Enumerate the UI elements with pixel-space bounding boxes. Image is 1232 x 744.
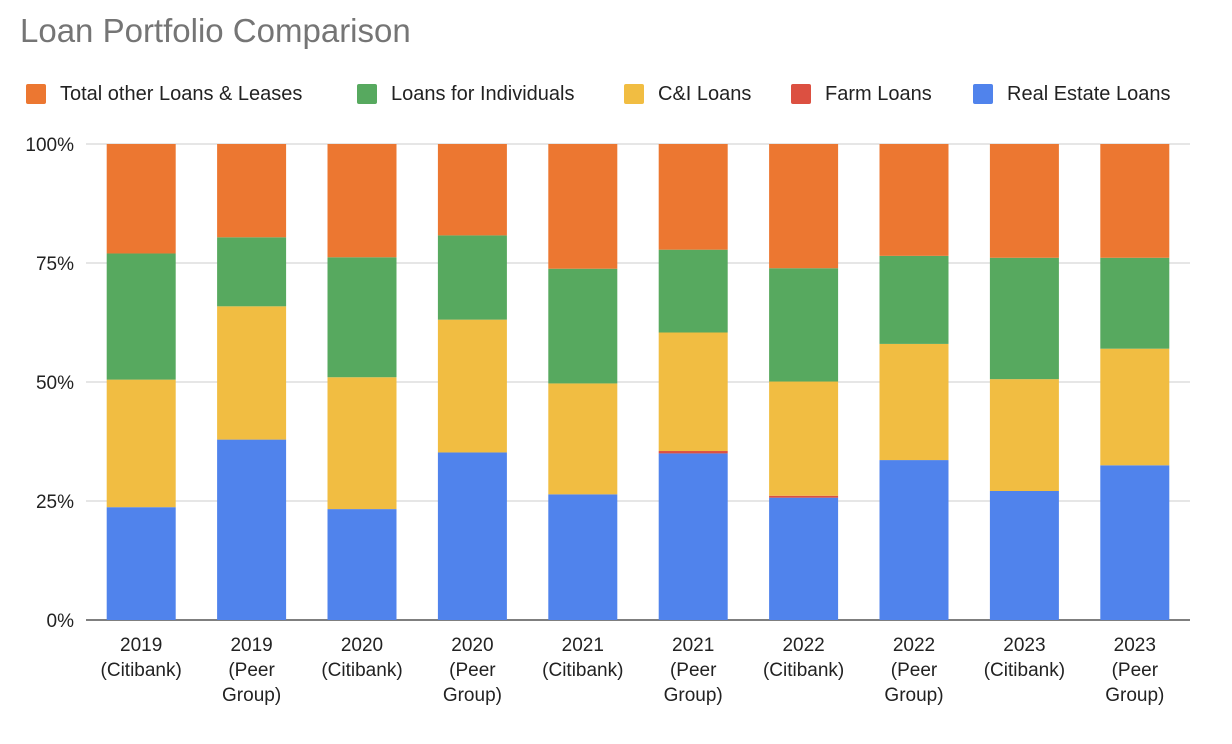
bar-real-estate-loans — [437, 452, 507, 620]
legend-item-farm-loans: Farm Loans — [791, 83, 932, 105]
bar-loans-for-individuals — [106, 253, 176, 380]
bar-loans-for-individuals — [989, 257, 1059, 380]
bar-real-estate-loans — [1100, 465, 1170, 620]
x-tick-label: 2020 (Citibank) — [321, 635, 402, 681]
bar-real-estate-loans — [548, 494, 618, 620]
x-axis-ticks: 2019 (Citibank) 2019 (Peer Group) 2020 (Citiba… — [101, 635, 1165, 706]
x-tick-label: 2022 (Citibank) — [763, 635, 844, 681]
bar-candi-loans — [548, 383, 618, 495]
bar-loans-for-individuals — [769, 268, 839, 382]
bar-candi-loans — [217, 306, 287, 440]
legend-item-total-other-loans-and-leases: Total other Loans & Leases — [26, 83, 302, 105]
bar-candi-loans — [1100, 348, 1170, 466]
x-tick-label: 2019 (Peer Group) — [222, 635, 281, 706]
bar-total-other-loans-and-leases — [658, 144, 728, 250]
bar-loans-for-individuals — [1100, 257, 1170, 349]
legend-label: Farm Loans — [825, 83, 932, 105]
bar-real-estate-loans — [217, 439, 287, 620]
bar-loans-for-individuals — [548, 268, 618, 384]
bar-real-estate-loans — [327, 509, 397, 620]
bar-candi-loans — [989, 379, 1059, 492]
bar-loans-for-individuals — [879, 255, 949, 344]
bar-loans-for-individuals — [437, 235, 507, 320]
bar-candi-loans — [658, 332, 728, 452]
y-axis-ticks: 0% 25% 50% 75% 100% — [25, 135, 74, 632]
bar-real-estate-loans — [769, 497, 839, 620]
legend-swatch — [973, 84, 993, 104]
bar-candi-loans — [769, 381, 839, 496]
y-tick-label: 75% — [36, 254, 74, 275]
legend-item-candi-loans: C&I Loans — [624, 83, 751, 105]
legend-label: Real Estate Loans — [1007, 83, 1170, 105]
bar-total-other-loans-and-leases — [769, 144, 839, 269]
bar-loans-for-individuals — [327, 257, 397, 378]
bar-candi-loans — [327, 377, 397, 510]
legend-label: Loans for Individuals — [391, 83, 574, 105]
bar-candi-loans — [437, 319, 507, 453]
legend-label: C&I Loans — [658, 83, 751, 105]
x-tick-label: 2023 (Peer Group) — [1105, 635, 1164, 706]
bar-total-other-loans-and-leases — [106, 144, 176, 254]
bar-total-other-loans-and-leases — [1100, 144, 1170, 258]
bar-total-other-loans-and-leases — [327, 144, 397, 258]
y-tick-label: 25% — [36, 492, 74, 513]
bar-candi-loans — [106, 379, 176, 508]
x-tick-label: 2023 (Citibank) — [984, 635, 1065, 681]
bar-total-other-loans-and-leases — [548, 144, 618, 269]
x-tick-label: 2019 (Citibank) — [101, 635, 182, 681]
y-tick-label: 50% — [36, 373, 74, 394]
bar-candi-loans — [879, 343, 949, 461]
bar-real-estate-loans — [106, 507, 176, 620]
legend: Total other Loans & Leases Loans for Indi… — [26, 83, 1170, 105]
bar-real-estate-loans — [879, 460, 949, 620]
y-tick-label: 0% — [47, 611, 75, 632]
bar-loans-for-individuals — [658, 249, 728, 333]
legend-swatch — [357, 84, 377, 104]
chart-title: Loan Portfolio Comparison — [20, 12, 411, 49]
bars — [106, 144, 1170, 620]
bar-total-other-loans-and-leases — [217, 144, 287, 238]
legend-swatch — [791, 84, 811, 104]
x-tick-label: 2021 (Peer Group) — [664, 635, 723, 706]
bar-loans-for-individuals — [217, 237, 287, 307]
legend-swatch — [26, 84, 46, 104]
bar-total-other-loans-and-leases — [437, 144, 507, 236]
x-tick-label: 2021 (Citibank) — [542, 635, 623, 681]
y-tick-label: 100% — [25, 135, 74, 156]
bar-total-other-loans-and-leases — [989, 144, 1059, 258]
legend-label: Total other Loans & Leases — [60, 83, 302, 105]
bar-farm-loans — [658, 451, 728, 454]
bar-real-estate-loans — [658, 453, 728, 620]
legend-item-loans-for-individuals: Loans for Individuals — [357, 83, 574, 105]
x-tick-label: 2020 (Peer Group) — [443, 635, 502, 706]
bar-farm-loans — [769, 495, 839, 498]
bar-total-other-loans-and-leases — [879, 144, 949, 256]
legend-swatch — [624, 84, 644, 104]
x-tick-label: 2022 (Peer Group) — [884, 635, 943, 706]
bar-real-estate-loans — [989, 491, 1059, 620]
legend-item-real-estate-loans: Real Estate Loans — [973, 83, 1170, 105]
